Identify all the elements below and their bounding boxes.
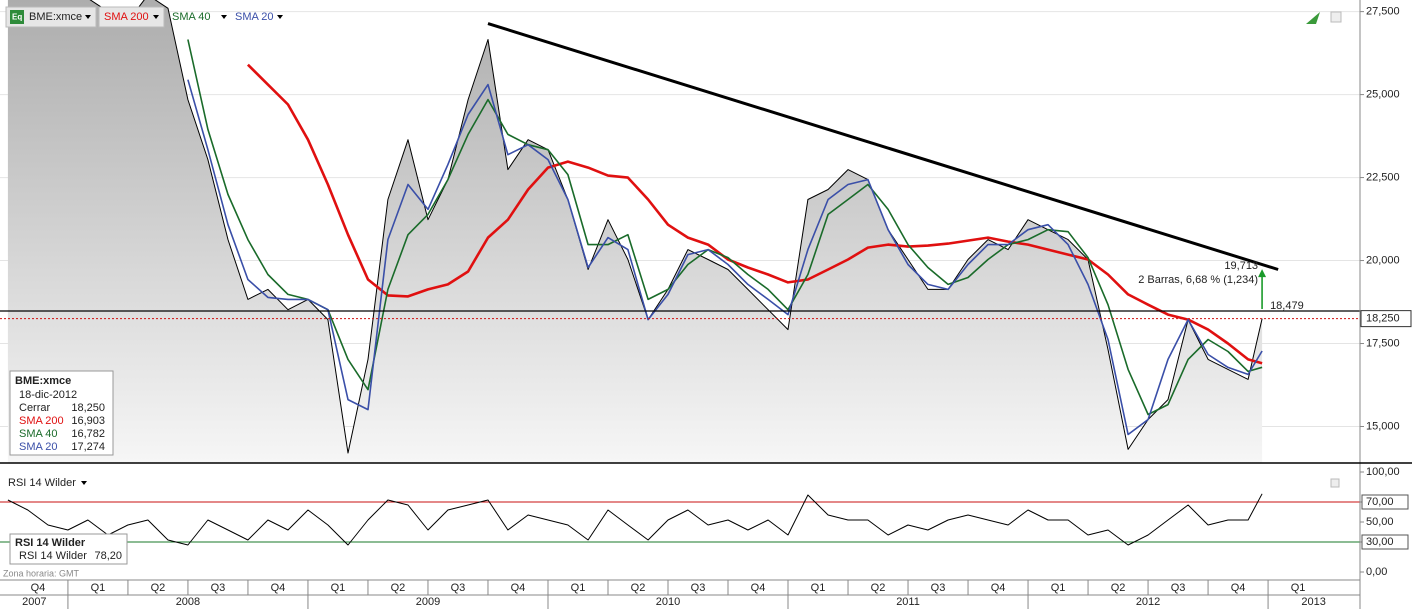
y-tick-label: 100,00 [1366,466,1400,478]
panel [0,493,1360,546]
legend-box[interactable] [98,6,165,28]
info-value: 16,903 [71,415,105,427]
x-tick-label: Q4 [31,582,46,594]
info-title: RSI 14 Wilder [15,537,86,549]
x-tick-label: Q1 [91,582,106,594]
dropdown-arrow[interactable] [153,15,159,19]
symbol-icon [10,10,24,24]
x-tick-label: Q4 [511,582,526,594]
measure-arrowhead [1258,269,1267,278]
info-label: SMA 40 [19,428,58,440]
window-icon[interactable] [1330,11,1342,23]
y-tick-label: 30,00 [1366,536,1394,548]
series-line [187,39,1263,416]
window-icon[interactable] [1330,478,1340,488]
legend-item[interactable]: SMA 200 [104,11,149,23]
info-value: 78,20 [94,550,122,562]
measure-from-label: 18,479 [1270,300,1304,312]
symbol-box[interactable] [5,6,97,28]
year-label: 2011 [896,596,920,608]
legend-item[interactable]: SMA 40 [172,11,211,23]
x-tick-label: Q2 [871,582,886,594]
y-tick-label: 50,00 [1366,516,1394,528]
close-tag [1360,310,1412,328]
series-line [187,79,1263,436]
dropdown-arrow[interactable] [81,481,87,485]
x-tick-label: Q3 [211,582,226,594]
info-box: BME:xmce 18-dic-2012 Cerrar 18,250 SMA 2… [9,370,114,456]
year-label: 2010 [656,596,680,608]
x-tick-label: Q3 [691,582,706,594]
trendline [487,22,1279,271]
x-tick-label: Q2 [1111,582,1126,594]
info-frame [9,533,128,565]
x-tick-label: Q4 [1231,582,1246,594]
y-tick-label: 70,00 [1366,496,1394,508]
x-tick-label: Q3 [1171,582,1186,594]
x-tick-label: Q1 [331,582,346,594]
x-tick-label: Q2 [151,582,166,594]
y-tick-label: 25,000 [1366,88,1400,100]
x-tick-label: Q2 [391,582,406,594]
symbol-name[interactable]: BME:xmce [29,11,82,23]
rsi-info-box: RSI 14 Wilder RSI 14 Wilder 78,20 [9,533,128,565]
info-label: SMA 200 [19,415,64,427]
x-tick-label: Q4 [991,582,1006,594]
dropdown-arrow[interactable] [85,15,91,19]
info-value: 18,250 [71,402,105,414]
info-label: SMA 20 [19,441,58,453]
year-label: 2009 [416,596,440,608]
indicator-name[interactable]: RSI 14 Wilder [8,477,76,489]
y-tick-label: 20,000 [1366,254,1400,266]
y-tick-label: 0,00 [1366,566,1387,578]
legend-item[interactable]: SMA 20 [235,11,274,23]
dropdown-arrow[interactable] [277,15,283,19]
x-tick-label: Q1 [811,582,826,594]
info-date: 18-dic-2012 [19,389,77,401]
year-label: 2007 [22,596,46,608]
toolbar: Eq BME:xmce SMA 200 SMA 40 SMA 20 [5,6,1342,28]
dropdown-arrow[interactable] [221,15,227,19]
x-tick-label: Q4 [751,582,766,594]
x-tick-label: Q2 [631,582,646,594]
y-tick-label: 15,000 [1366,420,1400,432]
x-tick-label: Q1 [571,582,586,594]
x-tick-label: Q4 [271,582,286,594]
price-area [7,0,1263,463]
y-tick-label: 22,500 [1366,171,1400,183]
panel [0,0,1360,463]
x-tick-label: Q1 [1291,582,1306,594]
info-frame [9,370,114,456]
info-value: 16,782 [71,428,105,440]
x-tick-label: Q3 [931,582,946,594]
tool-icon[interactable] [1306,12,1320,24]
year-label: 2008 [176,596,200,608]
year-label: 2012 [1136,596,1160,608]
measure-to-label: 19,713 [1224,260,1258,272]
close-tag-label: 18,250 [1366,313,1400,325]
info-title: BME:xmce [15,375,71,387]
info-label: Cerrar [19,402,51,414]
series-line [246,63,1263,365]
y-tick-box [1361,494,1409,510]
symbol-icon-text: Eq [12,13,22,22]
info-value: 17,274 [71,441,105,453]
timezone-note: Zona horaria: GMT [3,568,80,578]
measure-text: 2 Barras, 6,68 % (1,234) [1138,274,1258,286]
y-tick-box [1361,534,1409,550]
info-label: RSI 14 Wilder [19,550,87,562]
x-tick-label: Q1 [1051,582,1066,594]
year-label: 2013 [1301,596,1325,608]
series-line [7,493,1263,546]
y-tick-label: 17,500 [1366,337,1400,349]
y-tick-label: 27,500 [1366,6,1400,18]
x-tick-label: Q3 [451,582,466,594]
